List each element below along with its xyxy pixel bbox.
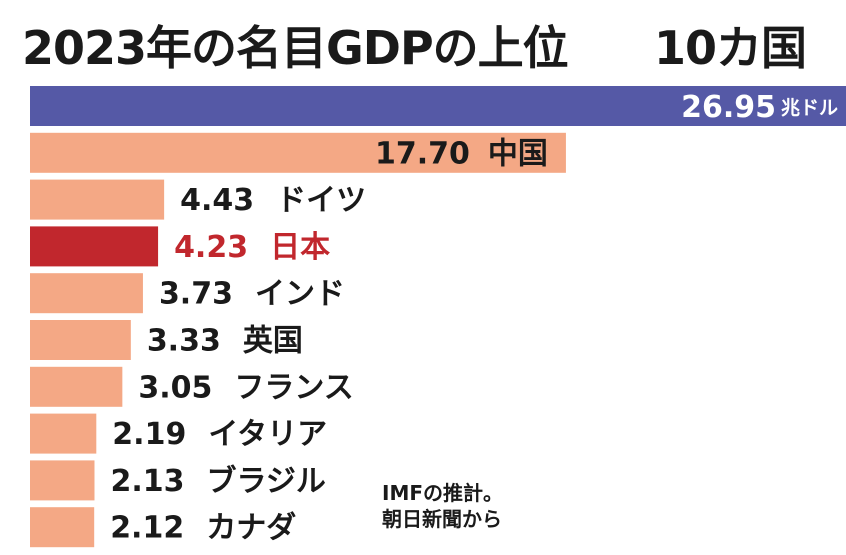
bar-category-label-2: 中国	[488, 136, 548, 171]
bar-category-label-7: フランス	[234, 370, 353, 405]
source-note-line2: 朝日新聞から	[382, 507, 502, 531]
bar-5	[30, 273, 143, 314]
bar-value-label-8: 2.19	[112, 417, 186, 452]
bar-value-label-2: 17.70	[375, 136, 470, 171]
bar-category-label-10: カナダ	[206, 511, 296, 546]
bar-value-label-9: 2.13	[110, 464, 184, 499]
chart-subtitle: 10カ国	[654, 21, 807, 75]
bar-value-label-3: 4.43	[180, 183, 254, 218]
bar-category-label-4: 日本	[270, 230, 330, 265]
bar-value-label-7: 3.05	[138, 370, 212, 405]
bar-category-label-5: インド	[255, 277, 345, 312]
bar-4	[30, 226, 159, 267]
chart-title: 2023年の名目GDPの上位	[22, 21, 569, 75]
bar-6	[30, 320, 131, 360]
bar-value-label-1: 26.95 兆ドル	[681, 90, 838, 125]
bar-category-label-6: 英国	[243, 324, 303, 359]
bar-category-label-3: ドイツ	[276, 183, 366, 218]
source-note-line1: IMFの推計。	[382, 481, 504, 505]
bar-9	[30, 460, 95, 501]
bar-value-label-4: 4.23	[174, 230, 248, 265]
bar-value-label-5: 3.73	[159, 277, 233, 312]
bar-category-label-8: イタリア	[208, 417, 327, 452]
bar-2	[30, 132, 566, 173]
bar-7	[30, 366, 123, 407]
bar-value-label-10: 2.12	[110, 511, 184, 546]
bar-category-label-9: ブラジル	[207, 464, 326, 499]
bar-8	[30, 413, 97, 454]
bar-1	[30, 86, 846, 126]
bar-value-label-6: 3.33	[147, 324, 221, 359]
bar-3	[30, 179, 165, 220]
bar-10	[30, 507, 95, 548]
source-note: IMFの推計。 朝日新聞から	[382, 480, 503, 532]
